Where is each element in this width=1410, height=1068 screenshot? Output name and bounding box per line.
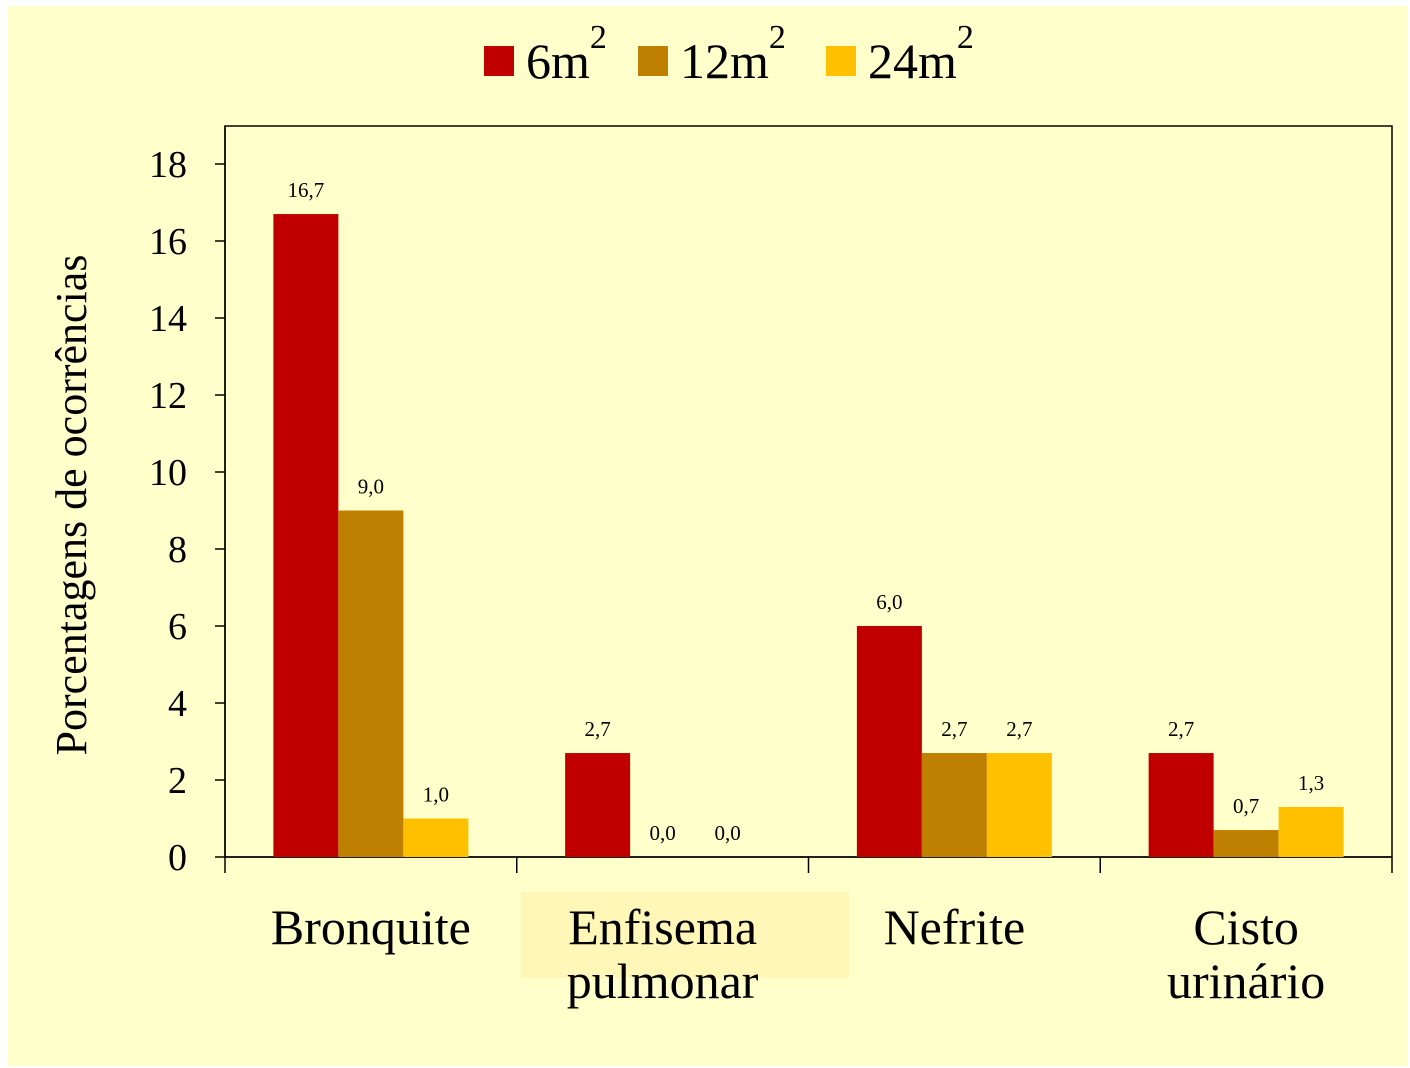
data-label: 0,7 (1233, 794, 1259, 818)
y-tick-label: 6 (168, 606, 187, 648)
y-tick-label: 18 (149, 144, 187, 186)
data-label: 1,0 (423, 783, 449, 807)
data-label: 0,0 (715, 821, 741, 845)
bar (1148, 753, 1214, 857)
category-label-highlight (521, 892, 849, 978)
y-tick-label: 10 (149, 452, 187, 494)
data-label: 2,7 (1168, 717, 1194, 741)
bar (921, 753, 987, 857)
bar (403, 818, 469, 857)
data-label: 0,0 (650, 821, 676, 845)
bars (273, 214, 1344, 858)
y-axis: 0 2 4 6 8 10 12 14 16 18 (149, 144, 225, 879)
data-label: 2,7 (1006, 717, 1032, 741)
bar (338, 510, 404, 857)
legend-label: 24m2 (868, 19, 974, 89)
x-axis: Bronquite Enfisema pulmonar Nefrite Cisto uri… (224, 857, 1393, 1009)
legend-swatch (484, 46, 514, 76)
y-tick-label: 12 (149, 375, 187, 417)
y-tick-label: 2 (168, 760, 187, 802)
data-label: 1,3 (1298, 771, 1324, 795)
x-category-label: Bronquite (271, 899, 471, 955)
bar (273, 214, 339, 858)
legend-label: 12m2 (680, 19, 786, 89)
bar (565, 753, 631, 857)
y-axis-label: Porcentagens de ocorrências (47, 255, 96, 756)
data-label: 2,7 (585, 717, 611, 741)
x-category-label: Enfisema pulmonar (567, 899, 759, 1009)
bar (856, 626, 922, 857)
y-tick-label: 16 (149, 221, 187, 263)
bar (986, 753, 1052, 857)
bar (1278, 806, 1344, 857)
data-label: 6,0 (876, 590, 902, 614)
legend-swatch (826, 46, 856, 76)
legend-label: 6m2 (526, 19, 607, 89)
chart-panel (8, 6, 1408, 1066)
data-label: 9,0 (358, 475, 384, 499)
legend-swatch (638, 46, 668, 76)
legend: 6m2 12m2 24m2 (484, 19, 974, 89)
bar (1213, 830, 1279, 857)
y-tick-label: 4 (168, 683, 187, 725)
x-category-label: Nefrite (884, 899, 1026, 955)
data-label: 2,7 (941, 717, 967, 741)
data-labels: 16,7 9,0 1,0 2,7 0,0 0,0 6,0 2,7 2,7 2,7 0,7 1,3 (288, 178, 1325, 845)
x-category-label: Cisto urinário (1167, 899, 1325, 1009)
y-tick-label: 14 (149, 298, 187, 340)
y-tick-label: 8 (168, 529, 187, 571)
y-tick-label: 0 (168, 837, 187, 879)
data-label: 16,7 (288, 178, 325, 202)
